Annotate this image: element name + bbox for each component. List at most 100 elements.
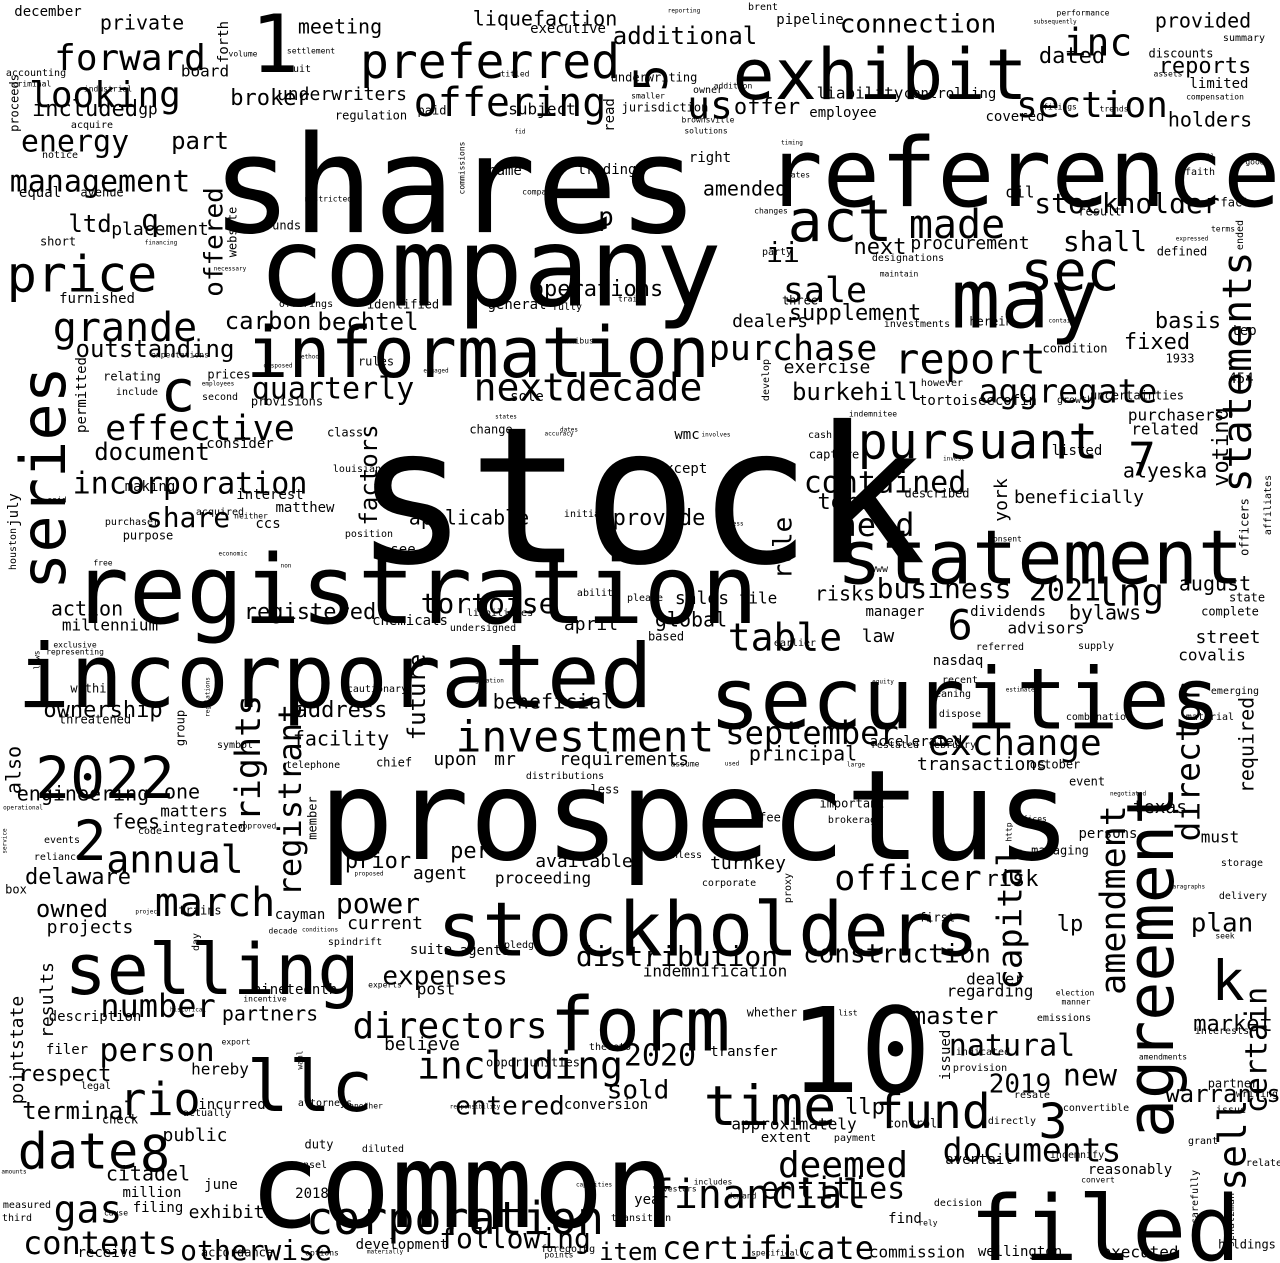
cloud-word-brent: brent [748,2,778,13]
cloud-word-proposed: proposed [355,871,384,878]
cloud-word-gates: gates [786,171,810,180]
cloud-word-cash: cash [808,430,832,441]
cloud-word-reliance: reliance [34,852,82,863]
cloud-word-owned: owned [36,895,108,923]
cloud-word-believe: believe [384,1034,460,1055]
cloud-word-earlier: earlier [774,638,816,649]
cloud-word-looking: looking [29,75,181,116]
cloud-word-certificate: certificate [662,1229,874,1263]
cloud-word-mr: mr [494,749,516,770]
cloud-word-list: list [838,1009,857,1018]
cloud-word-condition: condition [1042,342,1107,356]
cloud-word-fact: fact [1221,196,1250,210]
cloud-word-export: export [222,1038,251,1047]
cloud-word-payment: payment [834,1133,876,1144]
cloud-word-indemnify: indemnify [1050,1150,1104,1161]
cloud-word-market: market [1193,1012,1272,1037]
cloud-word-whether: whether [747,1006,798,1020]
cloud-word-selling: selling [64,929,359,1011]
cloud-word-listed: listed [1052,443,1103,459]
cloud-word-limited: limited [1189,76,1248,92]
cloud-word-certain: certain [1240,987,1275,1113]
cloud-word-executive: executive [530,21,606,37]
cloud-word-tortoiseecofin: tortoiseecofin [919,393,1037,409]
cloud-word-fixed: fixed [1124,330,1190,355]
cloud-word-funds: funds [265,219,301,233]
cloud-word-includes: includes [694,1178,733,1187]
cloud-word-capacities: capacities [576,1182,613,1189]
cloud-word-state: state [1229,591,1265,605]
cloud-word-relates: relates [1246,1158,1280,1169]
cloud-word-tep: tep [1231,323,1256,339]
cloud-word-voting: voting [1209,407,1234,486]
cloud-word-following: following [439,1222,591,1255]
cloud-word-representing: representing [46,648,104,657]
cloud-word-cause: cause [104,1209,128,1218]
cloud-word-public: public [162,1125,227,1146]
cloud-word-expressed: expressed [1176,236,1209,243]
cloud-word-december: december [14,4,81,20]
cloud-word-citadel: citadel [106,1162,190,1186]
cloud-word-fully: fully [552,302,582,313]
cloud-word-reporting: reporting [668,8,701,15]
cloud-word-changes: changes [754,207,788,216]
cloud-word-us: us [687,84,733,128]
cloud-word-compass: compass [522,188,556,197]
cloud-word-delaware: delaware [25,865,131,890]
cloud-word-term: term [818,490,871,515]
cloud-word-right: right [689,150,731,166]
cloud-word-global: global [655,608,727,632]
cloud-word-ability: ability [577,588,619,599]
cloud-word-june: june [204,1177,238,1193]
cloud-word-member: member [306,796,320,839]
cloud-word-trends: trends [1100,105,1129,114]
cloud-word-part: part [171,127,229,155]
cloud-word-registrant: registrant [271,704,309,897]
cloud-word-growth: growth [1057,395,1093,406]
cloud-word-see: see [390,542,415,558]
cloud-word-p: p [598,203,614,233]
cloud-word-master: master [912,1002,999,1030]
cloud-word-control: control [887,1117,938,1131]
cloud-word-placement: placement [111,219,209,240]
cloud-word-april: april [564,614,618,635]
cloud-word-good: good [1245,158,1264,167]
cloud-word-contents: contents [23,1224,177,1262]
cloud-word-combination: combination [1066,712,1132,723]
cloud-word-criminal: criminal [13,80,52,89]
cloud-word-partners: partners [222,1002,318,1026]
cloud-word-please: please [627,593,663,604]
cloud-word-reasonably: reasonably [1088,1162,1172,1178]
cloud-word-liability: liability [817,84,904,103]
cloud-word-shall: shall [1063,225,1147,258]
cloud-word-suit: suit [287,64,311,75]
cloud-word-outstanding: outstanding [76,335,235,363]
cloud-word-corporation: corporation [306,1192,604,1245]
cloud-word-equity: equity [872,679,894,686]
cloud-word-proxy: proxy [783,873,794,903]
cloud-word-commission: commission [869,1243,965,1262]
cloud-word-estimated: estimated [1006,687,1039,694]
cloud-word-historical: historical [170,1007,207,1014]
cloud-word-purpose: purpose [123,529,174,543]
cloud-word-investment: investment [456,713,715,763]
cloud-word-materially: materially [367,1249,404,1256]
cloud-word-equal: equal [19,185,61,201]
cloud-word-regarding: regarding [947,982,1034,1001]
cloud-word-dividends: dividends [970,604,1046,620]
cloud-word-employees: employees [202,381,235,388]
cloud-word-capture: capture [809,448,860,462]
cloud-word-train: train [618,295,642,304]
cloud-word-based: based [648,630,684,644]
cloud-word-specifically: specifically [751,1249,809,1258]
cloud-word-aggregate: aggregate [979,372,1158,411]
cloud-word-information: information [246,312,710,394]
cloud-word-contained: contained [804,466,967,501]
cloud-word-writing: writing [1236,1089,1278,1100]
cloud-word-filer: filer [46,1042,88,1058]
cloud-word-paragraphs: paragraphs [1169,884,1206,891]
cloud-word-directors: directors [352,1006,547,1047]
cloud-word-common: common [249,1117,675,1255]
cloud-word-emerging: emerging [1211,686,1259,697]
